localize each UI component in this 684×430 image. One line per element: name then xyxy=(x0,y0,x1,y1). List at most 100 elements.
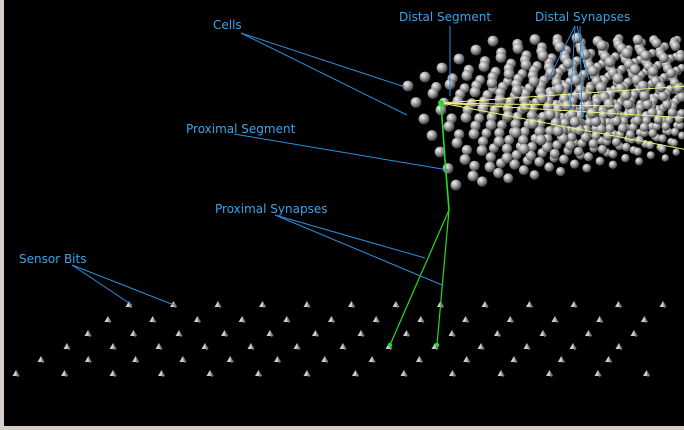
sensor-bit xyxy=(630,330,638,337)
cell-sphere xyxy=(443,121,455,132)
cell-sphere xyxy=(427,88,439,99)
cell-sphere xyxy=(658,91,668,102)
cell-sphere xyxy=(676,92,684,102)
sensor-bit xyxy=(449,370,456,377)
sensor-bit xyxy=(539,330,547,337)
cell-sphere xyxy=(486,112,497,123)
leader-lines-layer xyxy=(71,25,590,306)
cell-sphere xyxy=(562,58,574,69)
sensor-bit xyxy=(640,316,648,323)
cell-sphere xyxy=(565,140,576,151)
sensor-bit xyxy=(214,301,222,308)
cells-label: Cells xyxy=(213,18,242,32)
sensor-bit xyxy=(293,343,301,350)
scene-canvas xyxy=(12,25,684,377)
cell-sphere xyxy=(402,80,414,92)
cell-sphere xyxy=(556,166,566,177)
sensor-bit xyxy=(274,356,281,363)
sensor-bit xyxy=(238,316,246,323)
distal-connection xyxy=(440,102,615,107)
cell-sphere xyxy=(484,161,496,173)
sensor-bit xyxy=(321,356,329,363)
sensor-bit xyxy=(352,370,359,377)
cell-sphere xyxy=(493,167,504,179)
sensor-bit xyxy=(463,356,471,363)
synapse-node xyxy=(434,342,440,348)
cell-sphere xyxy=(510,127,522,138)
sensor-bit xyxy=(605,356,613,363)
cell-sphere xyxy=(534,156,545,167)
sensor-bit xyxy=(84,356,92,363)
cell-sphere xyxy=(583,152,594,162)
sensor-bit xyxy=(155,343,163,350)
cell-sphere xyxy=(426,130,438,141)
cell-sphere xyxy=(476,145,488,156)
cell-sphere xyxy=(558,133,569,144)
proximal-segment-label: Proximal Segment xyxy=(186,122,296,136)
sensor-bit xyxy=(372,316,380,323)
sensor-bit xyxy=(193,316,201,323)
label-leader-line xyxy=(274,214,426,259)
cell-sphere xyxy=(419,71,431,83)
cell-sphere xyxy=(486,77,498,89)
cell-sphere xyxy=(493,136,505,147)
sensor-bit xyxy=(594,370,602,377)
cell-sphere xyxy=(632,34,643,45)
cell-sphere xyxy=(642,99,653,110)
cell-sphere xyxy=(662,100,672,110)
sensor-bit xyxy=(368,356,376,363)
label-leader-line xyxy=(71,264,133,306)
cell-sphere xyxy=(461,70,473,81)
distal-connection xyxy=(440,85,684,104)
sensor-bit xyxy=(415,356,423,363)
synapse-node xyxy=(438,100,444,106)
distal-synapses-label: Distal Synapses xyxy=(535,10,631,24)
sensor-bits-label: Sensor Bits xyxy=(19,252,87,266)
cell-sphere xyxy=(590,116,601,127)
sensor-bit xyxy=(570,301,578,308)
cell-sphere xyxy=(496,120,507,130)
cell-sphere xyxy=(648,128,658,138)
cell-sphere xyxy=(509,159,520,170)
cell-sphere xyxy=(544,109,556,120)
cell-sphere xyxy=(453,53,465,65)
cell-sphere xyxy=(549,148,560,159)
sensor-bit xyxy=(596,316,604,323)
cell-sphere xyxy=(510,119,521,130)
sensor-bit xyxy=(477,343,485,350)
cell-sphere xyxy=(410,97,422,108)
label-leader-line xyxy=(71,264,175,306)
cell-sphere xyxy=(467,170,479,182)
cell-sphere xyxy=(646,151,655,160)
cell-sphere xyxy=(596,124,607,135)
label-leader-line xyxy=(274,214,443,286)
cell-sphere xyxy=(608,160,618,169)
sensor-bit xyxy=(494,330,501,337)
cell-sphere xyxy=(617,123,628,133)
cell-sphere xyxy=(436,62,448,74)
cell-sphere xyxy=(501,143,513,154)
sensor-bit xyxy=(615,343,623,350)
distal-connection xyxy=(440,102,684,150)
cell-sphere xyxy=(629,64,641,75)
sensor-bit xyxy=(201,343,209,350)
cell-sphere xyxy=(621,142,631,152)
sensor-bit xyxy=(266,330,274,337)
sensor-bit xyxy=(357,330,365,337)
cell-sphere xyxy=(469,86,481,98)
cell-sphere xyxy=(485,152,496,163)
cell-sphere xyxy=(587,65,599,77)
3d-viewport[interactable]: Cells Distal Segment Distal Synapses Pro… xyxy=(4,0,684,426)
cell-sphere xyxy=(545,67,557,78)
cell-sphere xyxy=(503,173,514,184)
sensor-bit xyxy=(448,330,456,337)
sensor-bit xyxy=(546,370,553,377)
distal-segment-label: Distal Segment xyxy=(399,10,492,24)
cell-sphere xyxy=(536,92,548,104)
label-leader-line xyxy=(240,32,406,88)
cell-sphere xyxy=(525,150,537,161)
cell-sphere xyxy=(518,165,529,176)
sensor-bit xyxy=(557,356,565,363)
cell-sphere xyxy=(620,89,632,101)
cell-sphere xyxy=(628,123,638,132)
